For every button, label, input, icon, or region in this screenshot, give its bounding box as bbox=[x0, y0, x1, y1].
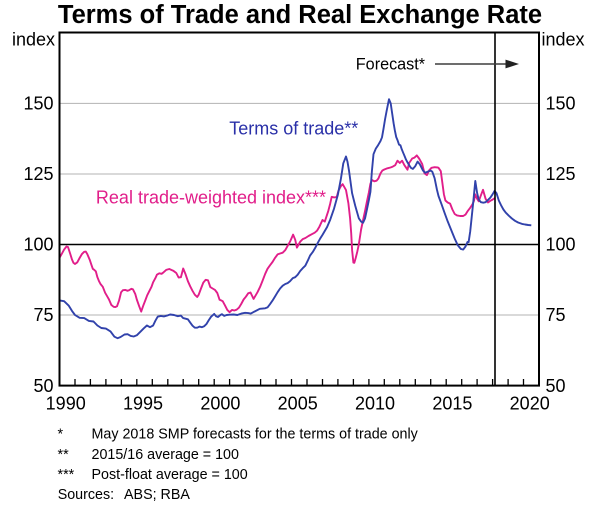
svg-text:2015: 2015 bbox=[432, 394, 472, 414]
svg-text:**: ** bbox=[58, 447, 70, 463]
svg-text:2005: 2005 bbox=[278, 394, 318, 414]
svg-text:125: 125 bbox=[546, 164, 576, 184]
svg-text:*: * bbox=[58, 427, 64, 443]
svg-text:Terms of trade**: Terms of trade** bbox=[229, 119, 358, 139]
svg-text:125: 125 bbox=[23, 164, 53, 184]
svg-text:50: 50 bbox=[33, 376, 53, 396]
svg-text:Terms of Trade and Real Exchan: Terms of Trade and Real Exchange Rate bbox=[58, 1, 542, 29]
svg-text:75: 75 bbox=[33, 305, 53, 325]
svg-text:Real trade-weighted index***: Real trade-weighted index*** bbox=[96, 187, 326, 207]
svg-text:Sources:: Sources: bbox=[58, 487, 114, 503]
svg-text:150: 150 bbox=[546, 94, 576, 114]
svg-text:2010: 2010 bbox=[355, 394, 395, 414]
svg-text:May 2018 SMP forecasts for the: May 2018 SMP forecasts for the terms of … bbox=[92, 427, 419, 443]
svg-text:1990: 1990 bbox=[46, 394, 86, 414]
svg-text:150: 150 bbox=[23, 94, 53, 114]
svg-text:100: 100 bbox=[546, 235, 576, 255]
svg-text:2020: 2020 bbox=[510, 394, 550, 414]
svg-text:100: 100 bbox=[23, 235, 53, 255]
svg-text:ABS; RBA: ABS; RBA bbox=[124, 487, 190, 503]
svg-text:2000: 2000 bbox=[200, 394, 240, 414]
svg-text:50: 50 bbox=[546, 376, 566, 396]
svg-text:index: index bbox=[542, 30, 585, 50]
svg-text:Forecast*: Forecast* bbox=[356, 56, 426, 74]
svg-text:index: index bbox=[12, 30, 55, 50]
svg-text:2015/16 average = 100: 2015/16 average = 100 bbox=[92, 447, 240, 463]
svg-text:Post-float average = 100: Post-float average = 100 bbox=[92, 467, 248, 483]
svg-text:1995: 1995 bbox=[123, 394, 163, 414]
svg-text:75: 75 bbox=[546, 305, 566, 325]
svg-text:***: *** bbox=[58, 467, 75, 483]
